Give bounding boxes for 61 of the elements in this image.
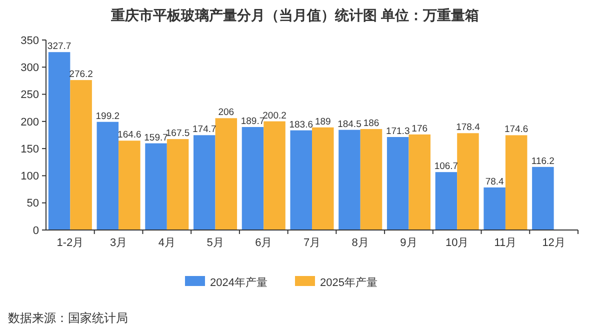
x-tick-label: 9月 xyxy=(400,237,418,249)
data-label: 171.3 xyxy=(386,126,410,138)
bar xyxy=(312,127,334,230)
legend-label: 2024年产量 xyxy=(210,276,268,289)
y-tick-label: 200 xyxy=(20,116,39,128)
bar xyxy=(532,166,554,230)
bar xyxy=(386,137,409,230)
bar xyxy=(70,80,92,230)
data-label: 189 xyxy=(314,116,331,128)
data-label: 186 xyxy=(363,118,380,130)
bar xyxy=(48,52,70,230)
bar xyxy=(290,130,312,230)
data-label: 176 xyxy=(412,123,428,134)
bar xyxy=(435,172,458,230)
x-tick-label: 7月 xyxy=(303,237,321,249)
source-note: 数据来源：国家统计局 xyxy=(8,311,128,325)
x-tick-label: 8月 xyxy=(352,237,369,249)
x-tick-label: 4月 xyxy=(158,237,176,249)
y-tick-label: 350 xyxy=(20,34,39,47)
bar xyxy=(242,127,264,230)
data-label: 183.6 xyxy=(289,119,314,130)
y-tick-label: 50 xyxy=(26,198,39,210)
bar xyxy=(166,139,189,230)
bar xyxy=(215,118,238,230)
y-tick-label: 150 xyxy=(20,143,39,156)
bar xyxy=(118,140,140,230)
data-label: 178.4 xyxy=(456,122,480,134)
x-tick-label: 10月 xyxy=(445,237,469,249)
data-label: 327.7 xyxy=(47,41,72,52)
bar xyxy=(360,129,382,230)
x-tick-label: 12月 xyxy=(542,237,566,249)
data-label: 184.5 xyxy=(338,118,362,130)
chart-title: 重庆市平板玻璃产量分月（当月值）统计图 单位：万重量箱 xyxy=(110,7,479,23)
bar xyxy=(408,134,430,230)
legend-label: 2025年产量 xyxy=(320,276,378,289)
data-label: 167.5 xyxy=(166,128,190,140)
data-label: 206 xyxy=(218,107,234,118)
x-tick-label: 6月 xyxy=(255,237,272,249)
data-label: 189.7 xyxy=(240,116,265,128)
x-tick-label: 5月 xyxy=(206,237,224,249)
bar xyxy=(505,135,528,230)
data-label: 174.6 xyxy=(504,124,528,136)
bar xyxy=(484,187,506,230)
x-tick-label: 3月 xyxy=(110,237,128,249)
y-tick-label: 250 xyxy=(20,89,39,102)
y-tick-label: 100 xyxy=(20,170,39,183)
bar xyxy=(264,121,286,230)
data-label: 78.4 xyxy=(485,176,504,188)
data-label: 200.2 xyxy=(262,110,286,122)
bar xyxy=(194,135,216,230)
y-tick-label: 0 xyxy=(32,224,39,237)
data-label: 199.2 xyxy=(96,110,120,122)
bar xyxy=(338,130,360,230)
x-tick-label: 11月 xyxy=(494,237,517,249)
bar xyxy=(457,133,479,230)
bar xyxy=(96,122,119,230)
y-tick-label: 300 xyxy=(20,62,39,74)
data-label: 159.7 xyxy=(144,132,168,144)
x-tick-label: 1-2月 xyxy=(56,237,84,249)
bar xyxy=(145,143,167,230)
data-label: 116.2 xyxy=(531,156,554,167)
